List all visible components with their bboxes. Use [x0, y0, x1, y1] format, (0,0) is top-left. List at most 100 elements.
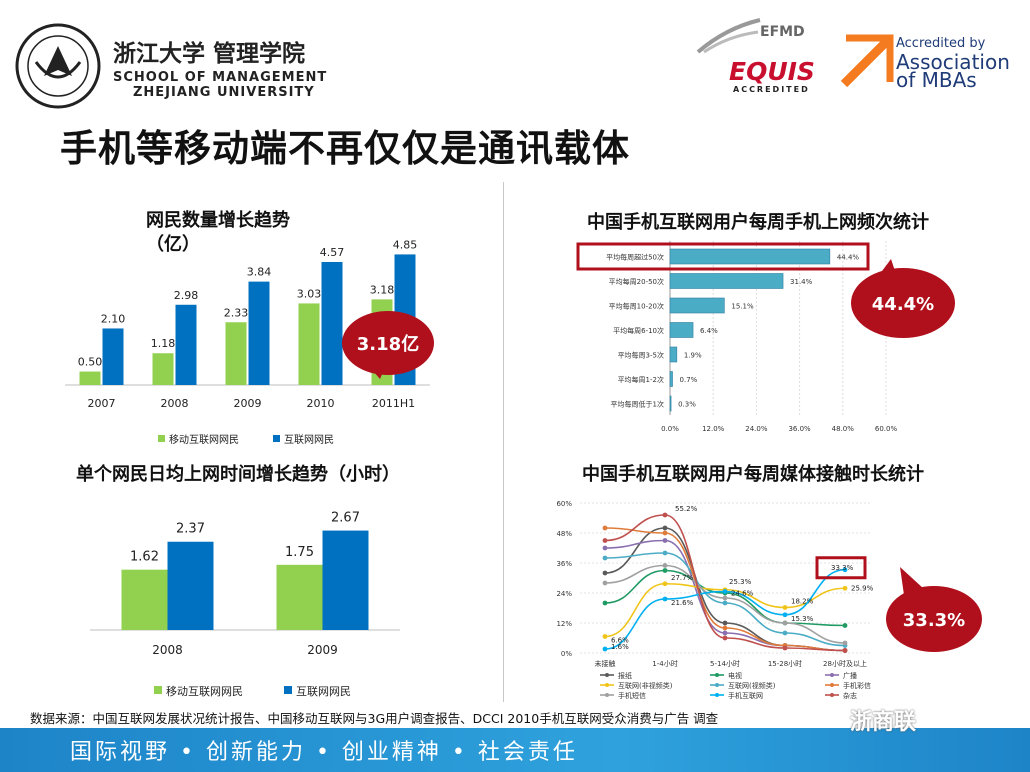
chart3-bar — [669, 395, 672, 412]
chart4-series-point — [602, 545, 608, 551]
chart4-series-point — [842, 640, 848, 646]
chart4-legend-swatch-point — [830, 673, 834, 677]
chart4-series-point — [782, 630, 788, 636]
chart1-bar — [152, 353, 174, 385]
chart3-category-label: 平均每周低于1次 — [611, 400, 664, 409]
chart4-x-tick: 未接触 — [595, 659, 616, 668]
chart4-legend-label: 互联网(视频类) — [728, 681, 776, 690]
chart3-data-label: 15.1% — [731, 303, 754, 311]
chart3-bar — [669, 371, 673, 387]
chart4-point-label: 18.2% — [791, 598, 814, 606]
chart3-x-tick: 24.0% — [745, 425, 768, 433]
chart4-series-point — [662, 530, 668, 536]
chart4-legend-swatch-point — [830, 693, 834, 697]
chart4-point-label: 24.6% — [731, 590, 754, 598]
chart4-legend-swatch-point — [715, 693, 719, 697]
chart4-legend-label: 电视 — [728, 671, 742, 680]
footer-bar — [0, 728, 1030, 772]
chart4-callout-bubble — [886, 586, 982, 652]
chart2-bar — [121, 569, 168, 630]
chart4-x-tick: 1-4小时 — [652, 659, 677, 668]
chart4-series-point — [722, 620, 728, 626]
chart4-legend-swatch-point — [605, 673, 609, 677]
divider — [503, 182, 504, 702]
page-title: 手机等移动端不再仅仅是通讯载体 — [60, 127, 630, 170]
chart1-x-tick: 2007 — [88, 397, 116, 410]
chart4-legend-swatch-point — [715, 673, 719, 677]
chart2-bar — [167, 541, 214, 630]
chart4-point-label: 55.2% — [675, 505, 698, 513]
chart3-callout-text: 44.4% — [872, 294, 934, 315]
chart1-data-label: 3.18 — [370, 283, 395, 296]
chart1-bar — [298, 303, 320, 385]
chart4-series-point — [662, 563, 668, 568]
chart4-series-point — [722, 625, 728, 631]
chart2-bar — [276, 564, 323, 630]
chart4-series-point — [602, 580, 608, 586]
chart4-series-point — [602, 646, 608, 652]
amba-line-1: Accredited by — [896, 36, 986, 51]
chart4-y-tick: 0% — [561, 650, 572, 658]
chart1-bar — [175, 304, 197, 385]
chart1-title: 网民数量增长趋势 — [146, 210, 290, 231]
chart4-series-point — [602, 600, 608, 606]
chart2-legend-label: 互联网网民 — [296, 685, 351, 698]
chart2-legend-swatch — [284, 686, 292, 694]
chart4-series-point — [662, 596, 668, 602]
chart4-x-tick: 28小时及以上 — [823, 659, 867, 668]
chart1-data-label: 2.98 — [174, 289, 199, 302]
chart1-legend-swatch — [158, 435, 165, 442]
chart1-subtitle: （亿） — [146, 234, 200, 255]
chart1-x-tick: 2011H1 — [372, 397, 415, 410]
chart2-data-label: 2.37 — [176, 522, 205, 537]
chart3-bar — [669, 322, 694, 338]
chart4-series-point — [782, 605, 788, 610]
amba-logo-mark — [840, 32, 894, 88]
chart1-bar — [248, 281, 270, 385]
chart3-data-label: 31.4% — [790, 278, 813, 286]
chart3-category-label: 平均每周超过50次 — [606, 253, 664, 262]
chart1-data-label: 3.84 — [247, 266, 272, 279]
chart3-bar — [669, 248, 831, 265]
chart1-callout-bubble — [342, 311, 434, 375]
chart3-bar — [669, 346, 678, 363]
equis-logo: EQUIS — [729, 57, 815, 86]
chart4-y-tick: 36% — [556, 560, 572, 568]
chart4-y-tick: 48% — [556, 530, 572, 538]
chart4-legend-swatch-point — [715, 683, 719, 687]
school-name-cn: 浙江大学 管理学院 — [113, 40, 306, 67]
chart4-legend-label: 手机互联网 — [728, 691, 763, 700]
chart1-data-label: 3.03 — [297, 287, 322, 300]
chart1-legend-label: 互联网网民 — [284, 434, 334, 446]
chart4-svg: 0% 12% 24% 36% 48% 60% 未接触 1-4小时 5-14小时 15-28小时 28… — [556, 500, 982, 700]
chart4-x-tick: 15-28小时 — [768, 659, 802, 668]
chart4-series-point — [842, 623, 848, 628]
chart2-bar — [322, 530, 369, 630]
chart4-series-point — [722, 589, 728, 594]
chart3-x-tick: 48.0% — [832, 425, 855, 433]
chart3-bar — [669, 273, 784, 289]
chart3-data-label: 1.9% — [684, 352, 702, 360]
chart1-data-label: 0.50 — [78, 356, 103, 369]
amba-line-2: Association — [896, 50, 1010, 74]
school-name-en-1: SCHOOL OF MANAGEMENT — [113, 70, 328, 85]
chart4-legend-label: 广播 — [843, 671, 857, 680]
chart4-legend-swatch-point — [605, 693, 609, 697]
chart4-point-label: 25.9% — [851, 584, 874, 592]
chart2-data-label: 2.67 — [331, 511, 360, 526]
chart1-data-label: 4.85 — [393, 238, 418, 251]
watermark: 浙商联 — [850, 710, 917, 735]
chart1-bar — [102, 328, 124, 385]
chart4-series-point — [662, 538, 668, 543]
chart3-data-label: 6.4% — [700, 327, 718, 335]
chart4-point-label: 27.7% — [671, 574, 694, 582]
chart2-x-tick: 2008 — [152, 643, 183, 657]
chart2-legend-swatch — [154, 686, 162, 694]
data-source: 数据来源：中国互联网发展状况统计报告、中国移动互联网与3G用户调查报告、DCCI… — [30, 711, 719, 726]
chart4-legend-swatch-point — [830, 683, 834, 687]
chart1-legend-label: 移动互联网网民 — [169, 433, 239, 446]
chart4-legend-label: 互联网(非视频类) — [618, 681, 673, 690]
chart3-category-label: 平均每周1-2次 — [618, 375, 664, 384]
chart2-data-label: 1.62 — [130, 550, 159, 565]
chart4-series-point — [602, 570, 608, 576]
